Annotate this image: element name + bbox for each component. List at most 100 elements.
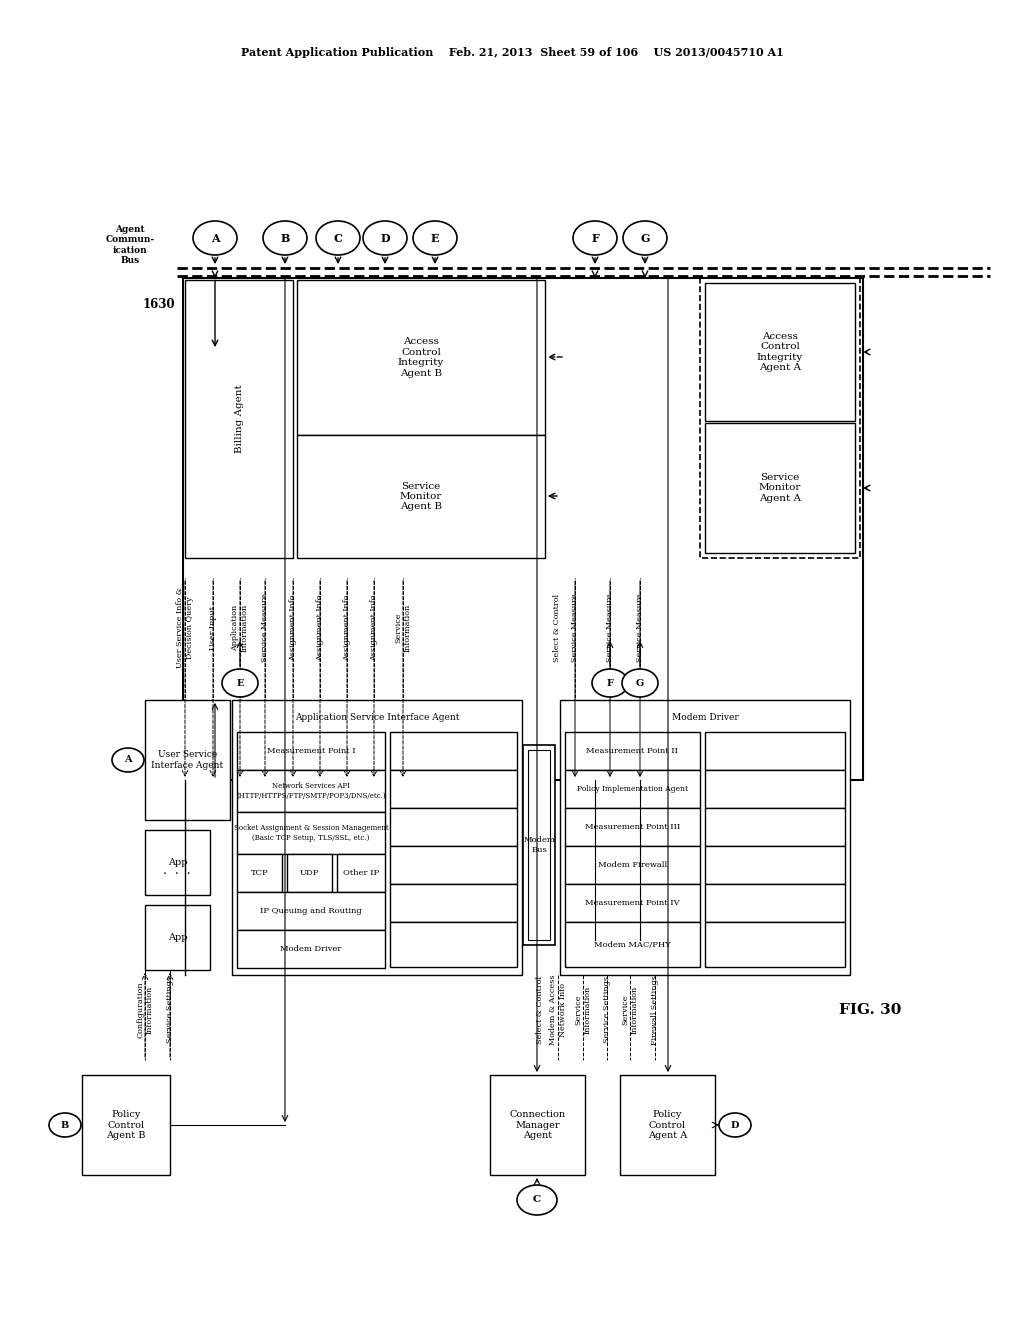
Text: Service
Information: Service Information bbox=[574, 986, 592, 1034]
Text: Measurement Point II: Measurement Point II bbox=[587, 747, 679, 755]
Text: E: E bbox=[431, 232, 439, 243]
Text: Modem MAC/PHY: Modem MAC/PHY bbox=[594, 940, 671, 949]
Bar bbox=[490, 1074, 585, 1175]
Bar bbox=[565, 770, 700, 808]
Text: E: E bbox=[237, 678, 244, 688]
Text: Firewall Settings: Firewall Settings bbox=[651, 975, 659, 1045]
Text: Service Measure: Service Measure bbox=[571, 594, 579, 663]
Text: Modem & Access
Network Info: Modem & Access Network Info bbox=[550, 974, 566, 1045]
Ellipse shape bbox=[112, 748, 144, 772]
Text: User Input: User Input bbox=[209, 606, 217, 649]
Text: ·  ·  ·: · · · bbox=[163, 869, 190, 882]
Bar bbox=[232, 700, 522, 975]
Ellipse shape bbox=[362, 220, 407, 255]
Text: Policy
Control
Agent A: Policy Control Agent A bbox=[648, 1110, 687, 1140]
Text: Service
Information: Service Information bbox=[394, 603, 412, 652]
Text: App: App bbox=[168, 933, 187, 942]
Text: A: A bbox=[124, 755, 132, 764]
Text: Policy Implementation Agent: Policy Implementation Agent bbox=[577, 785, 688, 793]
Text: FIG. 30: FIG. 30 bbox=[839, 1003, 901, 1016]
Text: A: A bbox=[211, 232, 219, 243]
Bar bbox=[145, 906, 210, 970]
Text: Service Measure: Service Measure bbox=[606, 594, 614, 663]
Bar bbox=[390, 733, 517, 770]
Bar bbox=[565, 921, 700, 968]
Bar bbox=[390, 921, 517, 968]
Text: Service
Monitor
Agent B: Service Monitor Agent B bbox=[399, 482, 442, 511]
Bar bbox=[237, 733, 385, 770]
Text: Patent Application Publication    Feb. 21, 2013  Sheet 59 of 106    US 2013/0045: Patent Application Publication Feb. 21, … bbox=[241, 46, 783, 58]
Text: B: B bbox=[281, 232, 290, 243]
Ellipse shape bbox=[573, 220, 617, 255]
Bar bbox=[565, 733, 700, 770]
Text: Socket Assignment & Session Management
(Basic TCP Setup, TLS/SSL, etc.): Socket Assignment & Session Management (… bbox=[233, 825, 388, 842]
Text: Network Services API
(HTTP/HTTPS/FTP/SMTP/POP3/DNS/etc.): Network Services API (HTTP/HTTPS/FTP/SMT… bbox=[237, 783, 386, 800]
Bar bbox=[82, 1074, 170, 1175]
Bar bbox=[705, 770, 845, 808]
Text: Service
Information: Service Information bbox=[622, 986, 639, 1034]
Text: 1630: 1630 bbox=[142, 298, 175, 312]
Bar bbox=[560, 700, 850, 975]
Bar bbox=[145, 830, 210, 895]
Ellipse shape bbox=[316, 220, 360, 255]
Text: Application Service Interface Agent: Application Service Interface Agent bbox=[295, 714, 459, 722]
Text: User Service
Interface Agent: User Service Interface Agent bbox=[152, 750, 223, 770]
Bar bbox=[523, 744, 555, 945]
Bar bbox=[705, 422, 855, 553]
Text: Access
Control
Integrity
Agent B: Access Control Integrity Agent B bbox=[398, 338, 444, 378]
Bar bbox=[705, 884, 845, 921]
Text: B: B bbox=[60, 1121, 70, 1130]
Text: G: G bbox=[636, 678, 644, 688]
Ellipse shape bbox=[623, 220, 667, 255]
Ellipse shape bbox=[592, 669, 628, 697]
Text: F: F bbox=[591, 232, 599, 243]
Text: Measurement Point IV: Measurement Point IV bbox=[585, 899, 680, 907]
Bar bbox=[700, 279, 860, 558]
Bar bbox=[528, 750, 550, 940]
Text: Service Measure: Service Measure bbox=[261, 594, 269, 663]
Bar bbox=[620, 1074, 715, 1175]
Text: Select & Control: Select & Control bbox=[553, 594, 561, 663]
Bar bbox=[390, 770, 517, 808]
Text: Service Settings: Service Settings bbox=[603, 977, 611, 1043]
Text: Modem
Bus: Modem Bus bbox=[523, 837, 555, 854]
Ellipse shape bbox=[222, 669, 258, 697]
Ellipse shape bbox=[719, 1113, 751, 1137]
Text: Access
Control
Integrity
Agent A: Access Control Integrity Agent A bbox=[757, 331, 803, 372]
Ellipse shape bbox=[517, 1185, 557, 1214]
Text: Assignment Info: Assignment Info bbox=[316, 595, 324, 661]
Text: UDP: UDP bbox=[300, 869, 319, 876]
Bar bbox=[297, 280, 545, 436]
Text: Modem Firewall: Modem Firewall bbox=[598, 861, 667, 869]
Ellipse shape bbox=[413, 220, 457, 255]
Text: C: C bbox=[532, 1196, 541, 1204]
Text: Other IP: Other IP bbox=[343, 869, 379, 876]
Bar bbox=[565, 846, 700, 884]
Bar bbox=[390, 846, 517, 884]
Bar bbox=[185, 280, 293, 558]
Ellipse shape bbox=[622, 669, 658, 697]
Bar bbox=[237, 892, 385, 931]
Bar bbox=[390, 808, 517, 846]
Text: Service
Monitor
Agent A: Service Monitor Agent A bbox=[759, 473, 801, 503]
Text: User Service Info &
Decision Query: User Service Info & Decision Query bbox=[176, 587, 194, 668]
Text: G: G bbox=[640, 232, 650, 243]
Text: Modem Driver: Modem Driver bbox=[672, 714, 738, 722]
Bar bbox=[237, 854, 282, 892]
Text: Connection
Manager
Agent: Connection Manager Agent bbox=[509, 1110, 565, 1140]
Text: D: D bbox=[380, 232, 390, 243]
Text: Application
Information: Application Information bbox=[231, 603, 249, 652]
Ellipse shape bbox=[193, 220, 237, 255]
Bar bbox=[705, 733, 845, 770]
Bar bbox=[337, 854, 385, 892]
Text: App: App bbox=[168, 858, 187, 867]
Text: Measurement Point III: Measurement Point III bbox=[585, 822, 680, 832]
Text: Service Settings: Service Settings bbox=[166, 977, 174, 1043]
Text: IP Queuing and Routing: IP Queuing and Routing bbox=[260, 907, 361, 915]
Text: F: F bbox=[606, 678, 613, 688]
Ellipse shape bbox=[49, 1113, 81, 1137]
Text: Modem Driver: Modem Driver bbox=[281, 945, 342, 953]
Bar bbox=[287, 854, 332, 892]
Text: Assignment Info: Assignment Info bbox=[289, 595, 297, 661]
Bar bbox=[237, 931, 385, 968]
